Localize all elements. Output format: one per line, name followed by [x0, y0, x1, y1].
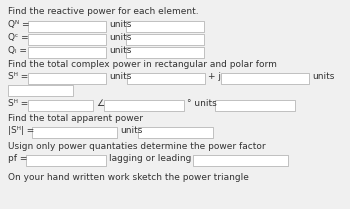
- Text: units: units: [109, 20, 131, 29]
- Text: Sᴴ =: Sᴴ =: [8, 72, 28, 81]
- FancyBboxPatch shape: [32, 127, 117, 138]
- FancyBboxPatch shape: [126, 34, 204, 45]
- FancyBboxPatch shape: [26, 155, 106, 166]
- Text: lagging or leading: lagging or leading: [109, 154, 191, 163]
- Text: + j: + j: [208, 72, 221, 81]
- Text: Sᴴ =: Sᴴ =: [8, 99, 28, 108]
- FancyBboxPatch shape: [28, 100, 93, 111]
- Text: units: units: [109, 33, 131, 42]
- Text: units: units: [109, 72, 131, 81]
- FancyBboxPatch shape: [104, 100, 184, 111]
- Text: Find the total complex power in rectangular and polar form: Find the total complex power in rectangu…: [8, 60, 277, 69]
- Text: units: units: [109, 46, 131, 55]
- Text: |Sᴴ| =: |Sᴴ| =: [8, 126, 34, 135]
- Text: Find the total apparent power: Find the total apparent power: [8, 114, 143, 123]
- FancyBboxPatch shape: [28, 21, 106, 32]
- Text: units: units: [312, 72, 334, 81]
- Text: ° units: ° units: [187, 99, 217, 108]
- Text: units: units: [120, 126, 142, 135]
- Text: Qᶜ =: Qᶜ =: [8, 33, 29, 42]
- FancyBboxPatch shape: [8, 85, 73, 96]
- FancyBboxPatch shape: [28, 47, 106, 58]
- Text: Qᴺ =: Qᴺ =: [8, 20, 29, 29]
- Text: On your hand written work sketch the power triangle: On your hand written work sketch the pow…: [8, 173, 249, 182]
- Text: pf =: pf =: [8, 154, 27, 163]
- FancyBboxPatch shape: [138, 127, 213, 138]
- FancyBboxPatch shape: [126, 47, 204, 58]
- FancyBboxPatch shape: [28, 34, 106, 45]
- FancyBboxPatch shape: [127, 73, 205, 84]
- FancyBboxPatch shape: [221, 73, 309, 84]
- FancyBboxPatch shape: [28, 73, 106, 84]
- Text: ∠: ∠: [96, 99, 104, 108]
- Text: Find the reactive power for each element.: Find the reactive power for each element…: [8, 7, 199, 16]
- Text: Usign only power quantaties determine the power factor: Usign only power quantaties determine th…: [8, 142, 266, 151]
- FancyBboxPatch shape: [126, 21, 204, 32]
- FancyBboxPatch shape: [215, 100, 295, 111]
- FancyBboxPatch shape: [193, 155, 288, 166]
- Text: Qₗ =: Qₗ =: [8, 46, 27, 55]
